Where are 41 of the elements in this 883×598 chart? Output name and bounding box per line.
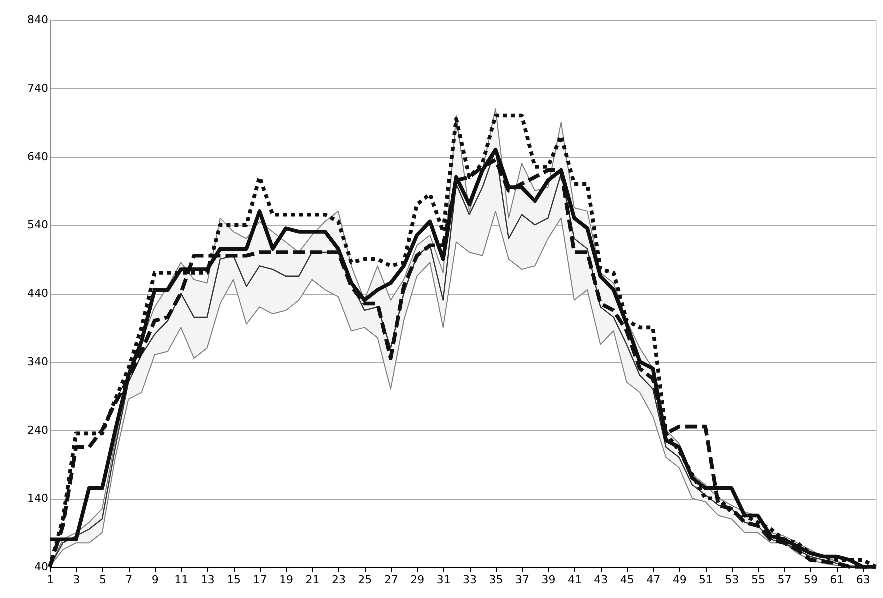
x-tick-label: 47	[646, 574, 661, 586]
y-tick-label: 640	[28, 150, 48, 164]
x-tick-label: 21	[306, 574, 320, 586]
x-tick-label: 11	[174, 574, 189, 586]
x-tick-label: 27	[384, 574, 398, 586]
x-tick-label: 55	[752, 574, 766, 586]
x-tick-label: 7	[126, 574, 133, 586]
x-tick-label: 9	[152, 574, 159, 586]
x-tick-label: 61	[830, 574, 844, 586]
x-tick-label: 43	[594, 574, 608, 586]
x-tick-label: 45	[620, 574, 634, 586]
x-tick-label: 51	[699, 574, 714, 586]
x-tick-label: 49	[672, 574, 687, 586]
x-tick-label: 3	[73, 574, 80, 586]
x-tick-label: 23	[332, 574, 346, 586]
y-tick-label: 140	[28, 492, 48, 506]
x-tick-label: 41	[568, 574, 582, 586]
x-tick-label: 63	[856, 574, 870, 586]
x-tick-label: 53	[725, 574, 740, 586]
x-tick-label: 33	[463, 574, 478, 586]
x-tick-label: 13	[200, 574, 215, 586]
x-tick-label: 59	[804, 574, 818, 586]
y-tick-label: 340	[28, 355, 48, 368]
x-tick-label: 35	[489, 574, 504, 586]
y-tick-label: 40	[34, 560, 48, 574]
y-tick-label: 440	[28, 287, 48, 300]
x-tick-label: 15	[227, 574, 242, 586]
x-tick-label: 37	[516, 574, 530, 586]
x-tick-label: 31	[436, 574, 451, 586]
x-tick-label: 25	[358, 574, 372, 586]
x-tick-label: 39	[542, 574, 556, 586]
y-tick-label: 240	[28, 424, 48, 437]
y-tick-label: 740	[28, 82, 48, 95]
y-tick-label: 840	[28, 14, 48, 26]
x-tick-label: 17	[253, 574, 268, 586]
x-tick-label: 19	[280, 574, 294, 586]
y-tick-label: 540	[28, 218, 48, 232]
x-tick-label: 57	[778, 574, 792, 586]
x-tick-label: 1	[47, 574, 54, 586]
x-tick-label: 5	[99, 574, 106, 586]
x-tick-label: 29	[410, 574, 425, 586]
